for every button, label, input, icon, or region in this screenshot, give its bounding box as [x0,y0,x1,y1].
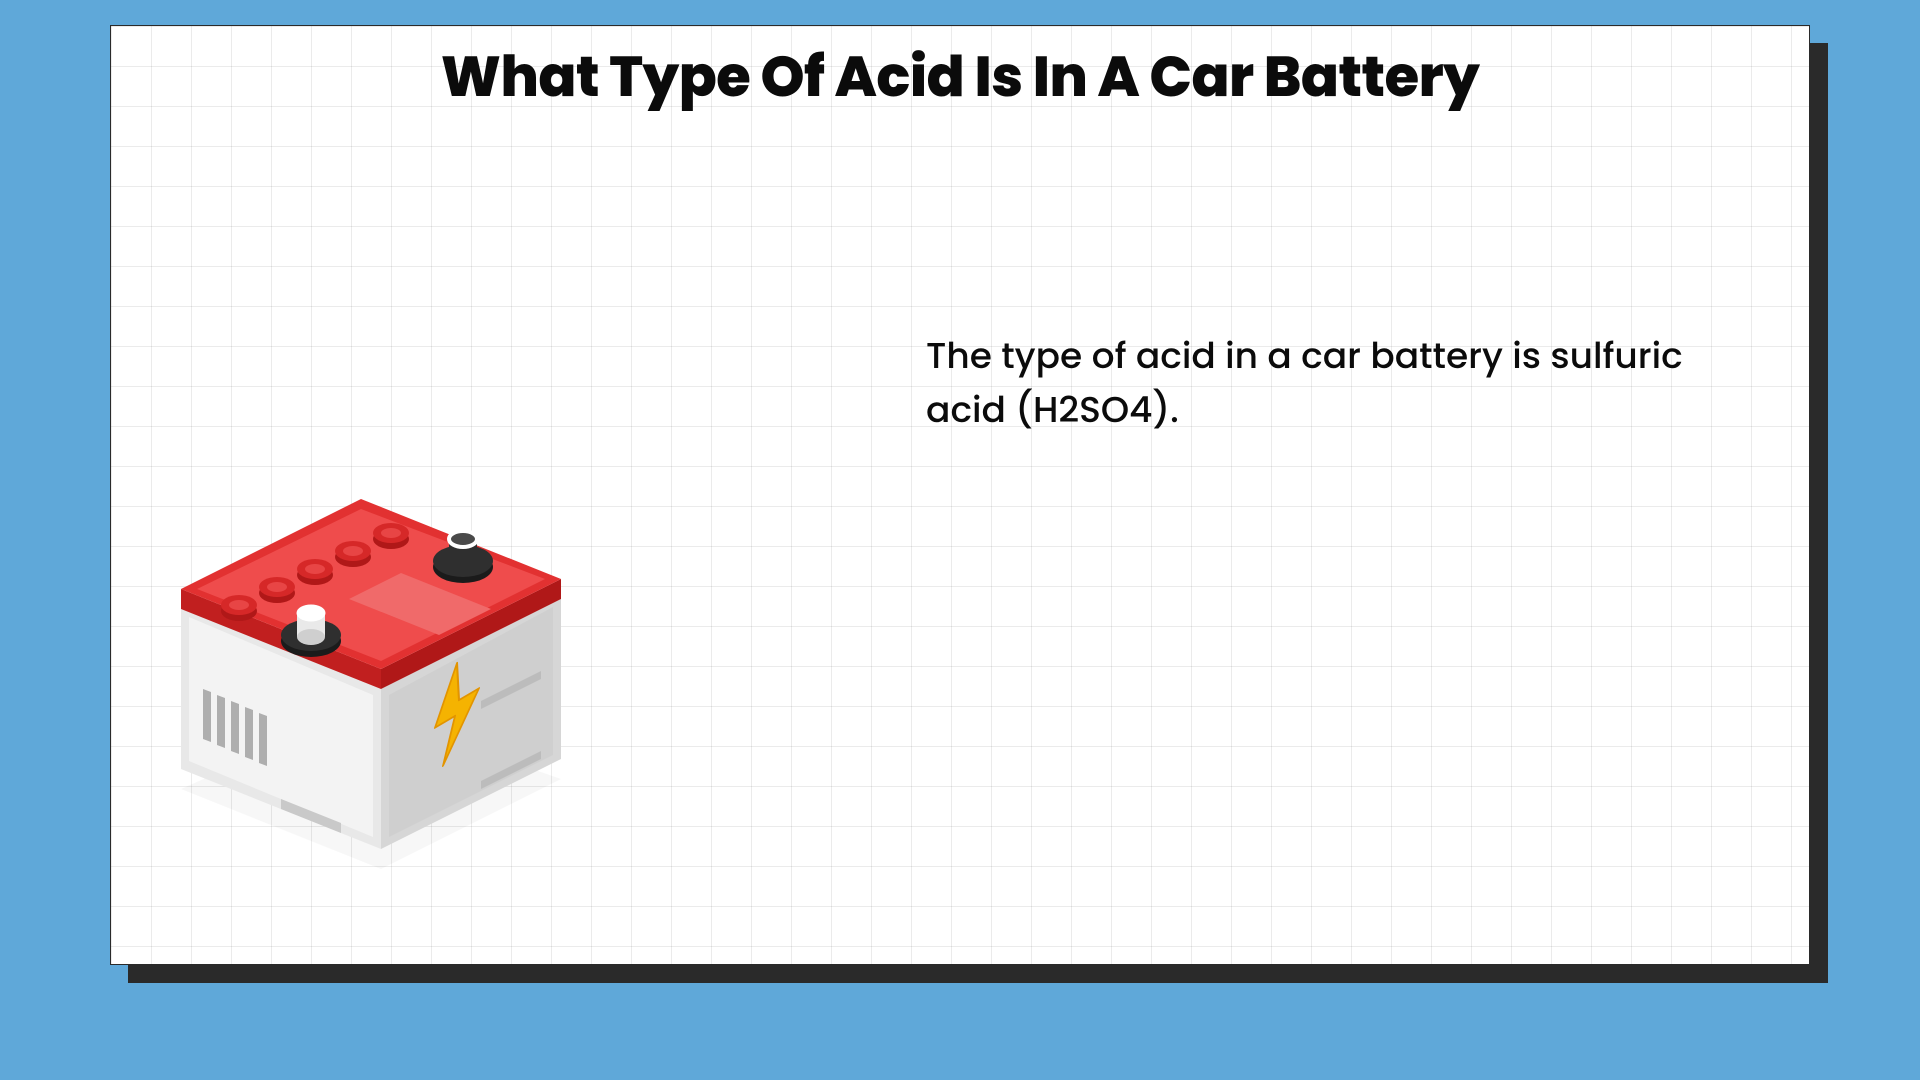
infographic-card: What Type Of Acid Is In A Car Battery [110,25,1810,965]
text-area: The type of acid in a car battery is sul… [926,119,1809,437]
page-title: What Type Of Acid Is In A Car Battery [111,26,1809,119]
infographic-card-container: What Type Of Acid Is In A Car Battery [110,25,1810,965]
car-battery-icon [141,409,601,869]
illustration-area [111,119,926,967]
body-text: The type of acid in a car battery is sul… [926,329,1709,437]
content-row: The type of acid in a car battery is sul… [111,119,1809,967]
